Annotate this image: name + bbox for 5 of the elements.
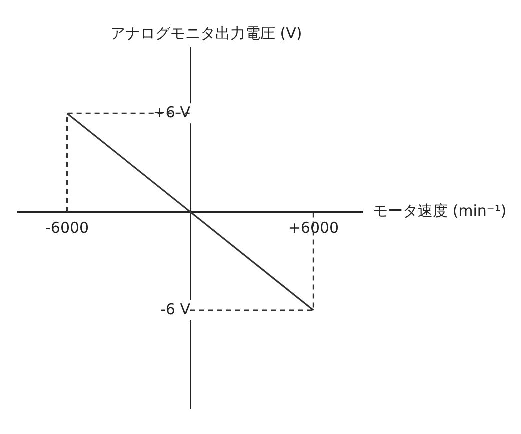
x-axis-title: モータ速度 (min⁻¹) <box>373 202 507 220</box>
y-tick-label: -6 V <box>160 300 192 318</box>
x-tick-label: +6000 <box>288 218 340 237</box>
y-axis-title: アナログモニタ出力電圧 (V) <box>110 24 302 42</box>
x-tick-label: -6000 <box>45 218 90 237</box>
